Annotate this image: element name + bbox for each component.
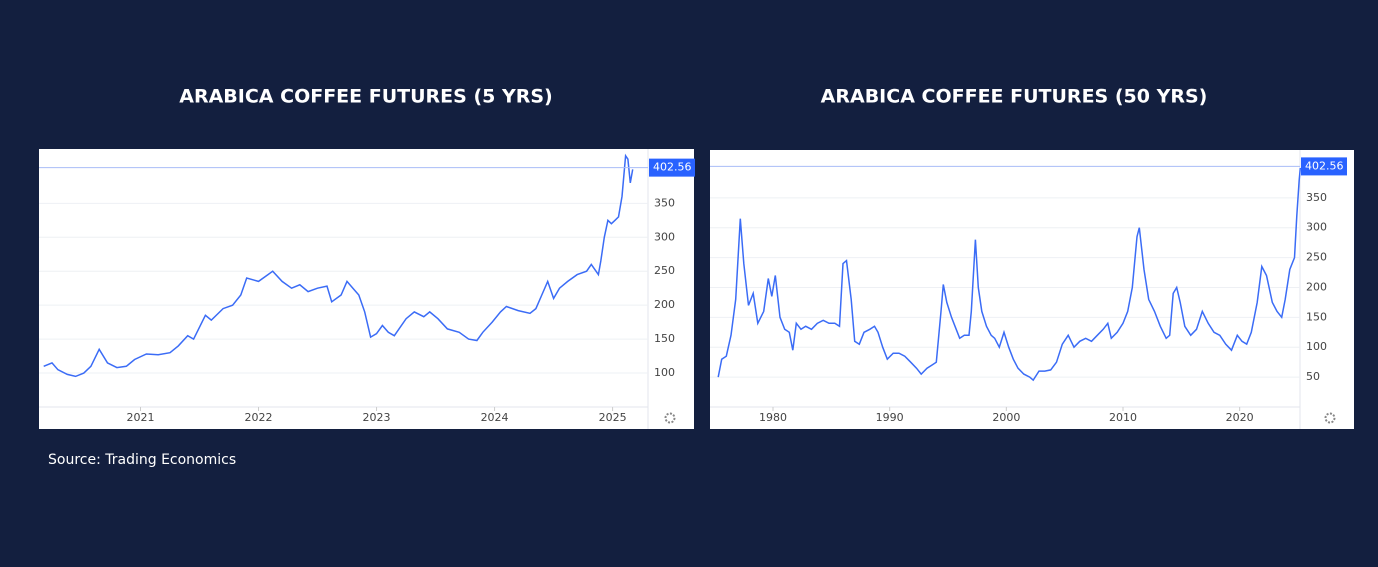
x-tick-label: 1980 [759,411,787,424]
x-tick-label: 2021 [127,411,155,424]
chart-panel [39,149,694,429]
y-tick-label: 300 [654,230,675,243]
y-tick-label: 250 [654,264,675,277]
y-tick-label: 50 [1306,370,1320,383]
y-tick-label: 200 [1306,280,1327,293]
y-tick-label: 250 [1306,251,1327,264]
last-value-box [1301,157,1347,176]
x-tick-label: 2000 [992,411,1020,424]
settings-icon [1324,412,1336,424]
y-tick-label: 150 [654,332,675,345]
y-tick-label: 150 [1306,310,1327,323]
y-tick-label: 350 [654,196,675,209]
x-tick-label: 2020 [1226,411,1254,424]
source: Source: Trading Economics [48,452,236,468]
chart-panel [710,150,1354,429]
chart-title: ARABICA COFFEE FUTURES (50 YRS) [821,86,1208,108]
y-tick-label: 300 [1306,221,1327,234]
y-tick-label: 350 [1306,191,1327,204]
price-line [717,167,1302,382]
settings-icon [664,412,676,424]
x-tick-label: 1990 [876,411,904,424]
x-tick-label: 2024 [481,411,509,424]
y-tick-label: 100 [1306,340,1327,353]
x-tick-label: 2023 [363,411,391,424]
last-value-label: 402.56 [1305,159,1344,172]
last-value-label: 402.56 [653,161,692,174]
x-tick-label: 2010 [1109,411,1137,424]
last-value-box [649,158,695,177]
price-line [43,153,634,378]
x-tick-label: 2025 [599,411,627,424]
y-tick-label: 200 [654,298,675,311]
y-tick-label: 100 [654,366,675,379]
x-tick-label: 2022 [245,411,273,424]
chart-title: ARABICA COFFEE FUTURES (5 YRS) [179,86,552,108]
